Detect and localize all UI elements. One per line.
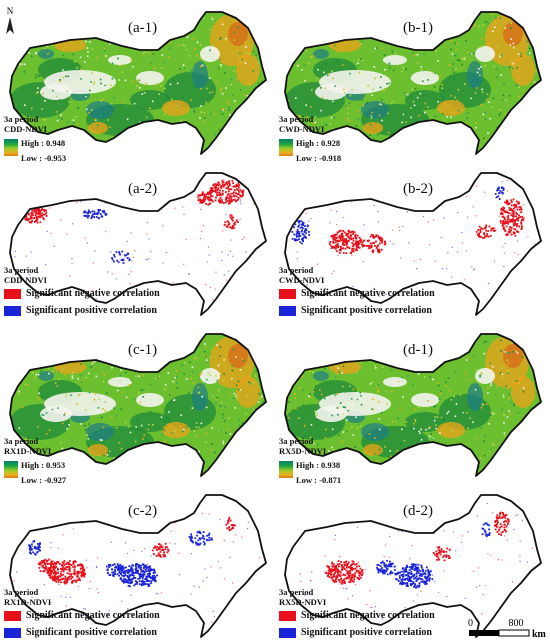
color-ramp [279,461,293,478]
legend-period: 3a period [4,436,39,446]
panel-b-1: (b-1) 3a period CWD-NDVI High : 0.928 Low : … [275,0,550,163]
panel-label: (d-1) [403,342,433,358]
legend-index: CDD-NDVI [4,124,47,134]
legend-index: CWD-NDVI [279,124,325,134]
positive-swatch [4,628,21,638]
panel-label: (d-2) [403,503,433,519]
legend-period: 3a period [279,587,314,597]
north-label: N [7,6,14,16]
negative-swatch [4,611,21,621]
scale-unit-label: km [532,629,547,640]
legend-period: 3a period [4,587,39,597]
map-svg [9,494,267,638]
legend-high: High : 0.948 [21,138,66,148]
negative-legend-text: Significant negative correlation [26,610,160,621]
negative-legend-text: Significant negative correlation [301,610,435,621]
positive-legend-text: Significant positive correlation [301,305,432,316]
panel-d-1: (d-1) 3a period RX5D-NDVI High : 0.938 Low :… [275,322,550,485]
legend-period: 3a period [4,114,39,124]
legend-period: 3a period [279,265,314,275]
legend-low: Low : -0.927 [21,475,67,485]
panel-label: (a-1) [128,20,158,36]
map-svg [284,11,542,155]
panel-b-2: (b-2) 3a period CWD-NDVI Significant negati… [275,161,550,322]
panel-label: (b-2) [403,181,433,197]
negative-legend-text: Significant negative correlation [301,288,435,299]
negative-swatch [4,289,21,299]
color-ramp [4,461,18,478]
positive-swatch [279,628,296,638]
panel-a-1: (a-1) 3a period CDD-NDVI High : 0.948 Low : … [0,0,275,163]
legend-index: RX5D-NDVI [279,597,327,607]
map-svg [284,172,542,316]
legend-index: RX1D-NDVI [4,446,52,456]
positive-legend-text: Significant positive correlation [301,627,432,638]
map-svg [9,11,267,155]
legend-low: Low : -0.918 [296,153,342,163]
panel-d-2: (d-2) 3a period RX5D-NDVI Significant negat… [275,483,550,644]
legend-period: 3a period [279,114,314,124]
panel-a-2: (a-2) 3a period CDD-NDVI Significant negati… [0,161,275,322]
map-svg [9,172,267,316]
negative-swatch [279,289,296,299]
map-svg [284,333,542,477]
legend-index: RX5D-NDVI [279,446,327,456]
map-svg [284,494,542,638]
positive-legend-text: Significant positive correlation [26,305,157,316]
positive-legend-text: Significant positive correlation [26,627,157,638]
legend-high: High : 0.953 [21,460,66,470]
color-ramp [4,139,18,156]
legend-low: Low : -0.871 [296,475,342,485]
negative-swatch [279,611,296,621]
map-svg [9,333,267,477]
panel-label: (c-2) [128,503,158,519]
panel-c-1: (c-1) 3a period RX1D-NDVI High : 0.953 Low :… [0,322,275,485]
legend-high: High : 0.938 [296,460,341,470]
legend-index: RX1D-NDVI [4,597,52,607]
positive-swatch [4,306,21,316]
legend-period: 3a period [4,265,39,275]
scale-zero-label: 0 [468,618,473,629]
positive-swatch [279,306,296,316]
north-arrow-icon: N [6,6,14,34]
panel-label: (a-2) [128,181,158,197]
legend-high: High : 0.928 [296,138,341,148]
negative-legend-text: Significant negative correlation [26,288,160,299]
scale-bar: 0 800 km [468,618,547,640]
panel-label: (b-1) [403,20,433,36]
legend-index: CWD-NDVI [279,275,325,285]
legend-period: 3a period [279,436,314,446]
color-ramp [279,139,293,156]
legend-low: Low : -0.953 [21,153,67,163]
panel-label: (c-1) [128,342,158,358]
legend-index: CDD-NDVI [4,275,47,285]
panel-c-2: (c-2) 3a period RX1D-NDVI Significant negat… [0,483,275,644]
scale-value-label: 800 [509,618,524,629]
